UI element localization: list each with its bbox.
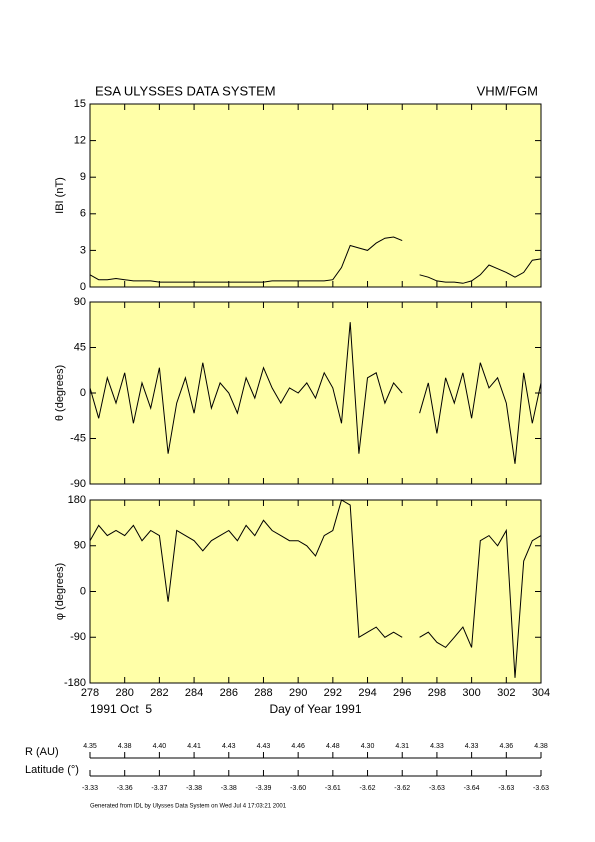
ephemeris-value: -3.64 bbox=[464, 785, 480, 792]
ephemeris-value: 4.35 bbox=[83, 743, 97, 750]
x-tick-label: 292 bbox=[324, 687, 342, 699]
x-tick-label: 278 bbox=[81, 687, 99, 699]
ephemeris-value: -3.38 bbox=[221, 785, 237, 792]
ephemeris-value: -3.60 bbox=[290, 785, 306, 792]
ephemeris-value: 4.38 bbox=[118, 743, 132, 750]
ephemeris-value: 4.43 bbox=[257, 743, 271, 750]
x-tick-label: 298 bbox=[428, 687, 446, 699]
ephemeris-value: -3.63 bbox=[429, 785, 445, 792]
ephemeris-value: 4.33 bbox=[430, 743, 444, 750]
ephemeris-value: -3.61 bbox=[325, 785, 341, 792]
plot-background bbox=[89, 499, 542, 684]
x-tick-label: 280 bbox=[116, 687, 134, 699]
data-line bbox=[89, 499, 542, 678]
y-tick-label: 90 bbox=[74, 296, 86, 308]
y-tick-label: 3 bbox=[80, 244, 86, 256]
ephemeris-value: 4.31 bbox=[395, 743, 409, 750]
y-tick-label: 0 bbox=[80, 387, 86, 399]
instrument: VHM/FGM bbox=[477, 83, 538, 98]
x-tick-label: 300 bbox=[462, 687, 480, 699]
y-axis-label: IBI (nT) bbox=[54, 177, 66, 214]
data-line bbox=[89, 322, 542, 464]
ephemeris-value: 4.40 bbox=[153, 743, 167, 750]
y-tick-label: 12 bbox=[74, 135, 86, 147]
x-tick-label: 290 bbox=[289, 687, 307, 699]
x-tick-label: 286 bbox=[220, 687, 238, 699]
x-axis-label: Day of Year 1991 bbox=[269, 702, 361, 716]
ephemeris-value: 4.33 bbox=[465, 743, 479, 750]
ephemeris-value: 4.48 bbox=[326, 743, 340, 750]
ephemeris-value: 4.46 bbox=[291, 743, 305, 750]
ephemeris-value: -3.37 bbox=[151, 785, 167, 792]
y-axis-label: θ (degrees) bbox=[54, 365, 66, 421]
ephemeris-value: -3.62 bbox=[360, 785, 376, 792]
y-tick-label: -45 bbox=[70, 432, 86, 444]
ephemeris-value: -3.39 bbox=[255, 785, 271, 792]
data-line bbox=[89, 236, 542, 284]
y-tick-label: 0 bbox=[80, 585, 86, 597]
x-tick-label: 294 bbox=[358, 687, 376, 699]
ephemeris-value: -3.63 bbox=[498, 785, 514, 792]
plot-background bbox=[89, 103, 542, 288]
y-tick-label: -90 bbox=[70, 478, 86, 490]
x-tick-label: 296 bbox=[393, 687, 411, 699]
ephemeris-label: Latitude (°) bbox=[25, 764, 79, 776]
y-tick-label: -180 bbox=[64, 677, 86, 689]
start-date: 1991 Oct 5 bbox=[90, 702, 152, 716]
plot-background bbox=[89, 301, 542, 485]
y-tick-label: 0 bbox=[80, 281, 86, 293]
ephemeris-value: 4.43 bbox=[222, 743, 236, 750]
ephemeris-value: -3.33 bbox=[82, 785, 98, 792]
ephemeris-value: -3.62 bbox=[394, 785, 410, 792]
title: ESA ULYSSES DATA SYSTEM bbox=[95, 83, 276, 98]
x-tick-label: 288 bbox=[254, 687, 272, 699]
y-tick-label: 15 bbox=[74, 98, 86, 110]
y-tick-label: 45 bbox=[74, 341, 86, 353]
x-tick-label: 284 bbox=[185, 687, 203, 699]
ephemeris-value: 4.36 bbox=[499, 743, 513, 750]
footer: Generated from IDL by Ulysses Data Syste… bbox=[90, 804, 287, 810]
ephemeris-value: -3.36 bbox=[117, 785, 133, 792]
ephemeris-label: R (AU) bbox=[25, 746, 59, 758]
y-axis-label: φ (degrees) bbox=[54, 563, 66, 620]
ephemeris-value: -3.63 bbox=[533, 785, 549, 792]
x-tick-label: 304 bbox=[532, 687, 550, 699]
ephemeris-value: 4.41 bbox=[187, 743, 201, 750]
ephemeris-value: 4.38 bbox=[534, 743, 548, 750]
ephemeris-value: -3.38 bbox=[186, 785, 202, 792]
y-tick-label: 90 bbox=[74, 540, 86, 552]
y-tick-label: 180 bbox=[68, 494, 86, 506]
y-tick-label: -90 bbox=[70, 631, 86, 643]
ephemeris-value: 4.30 bbox=[361, 743, 375, 750]
y-tick-label: 6 bbox=[80, 208, 86, 220]
y-tick-label: 9 bbox=[80, 171, 86, 183]
x-tick-label: 282 bbox=[150, 687, 168, 699]
x-tick-label: 302 bbox=[497, 687, 515, 699]
